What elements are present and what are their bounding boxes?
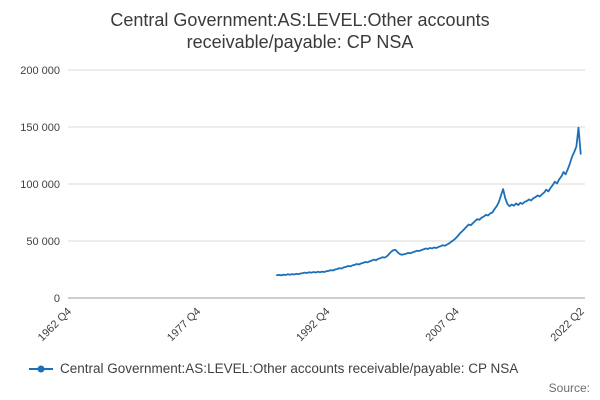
legend-series-marker <box>29 365 53 372</box>
x-tick-label: 1992 Q4 <box>294 306 332 344</box>
legend-label: Central Government:AS:LEVEL:Other accoun… <box>60 361 519 376</box>
chart-title: Central Government:AS:LEVEL:Other accoun… <box>0 9 600 53</box>
series-line[interactable] <box>276 126 582 277</box>
source-label: Source: <box>548 381 590 395</box>
y-tick-label: 200 000 <box>20 65 60 77</box>
chart-title-line2: receivable/payable: CP NSA <box>186 32 414 52</box>
x-tick-label: 1962 Q4 <box>36 306 74 344</box>
x-tick-label: 2022 Q2 <box>548 306 586 344</box>
x-tick-label: 2007 Q4 <box>424 306 462 344</box>
chart-title-line1: Central Government:AS:LEVEL:Other accoun… <box>110 10 490 30</box>
y-tick-label: 50 000 <box>26 236 60 248</box>
y-tick-label: 150 000 <box>20 122 60 134</box>
y-tick-label: 0 <box>54 293 60 305</box>
chart-legend[interactable]: Central Government:AS:LEVEL:Other accoun… <box>28 361 518 376</box>
y-tick-label: 100 000 <box>20 179 60 191</box>
legend-marker-dot <box>37 365 45 372</box>
x-tick-label: 1977 Q4 <box>165 306 203 344</box>
